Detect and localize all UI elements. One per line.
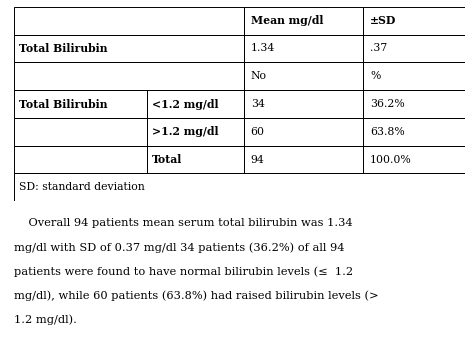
Bar: [244, 118, 363, 146]
Text: Total Bilirubin: Total Bilirubin: [18, 99, 107, 109]
Text: mg/dl), while 60 patients (63.8%) had raised bilirubin levels (>: mg/dl), while 60 patients (63.8%) had ra…: [14, 290, 379, 301]
Bar: [147, 146, 244, 174]
Bar: [14, 118, 147, 146]
Bar: [14, 90, 147, 118]
Text: Mean mg/dl: Mean mg/dl: [251, 15, 323, 26]
Text: mg/dl with SD of 0.37 mg/dl 34 patients (36.2%) of all 94: mg/dl with SD of 0.37 mg/dl 34 patients …: [14, 242, 345, 253]
Text: 34: 34: [251, 99, 264, 109]
Text: 60: 60: [251, 127, 264, 137]
Text: 1.2 mg/dl).: 1.2 mg/dl).: [14, 314, 77, 325]
Bar: [363, 146, 465, 174]
Text: 94: 94: [251, 154, 264, 165]
Text: 36.2%: 36.2%: [370, 99, 405, 109]
Bar: [14, 7, 244, 34]
Bar: [363, 62, 465, 90]
Bar: [14, 62, 244, 90]
Bar: [244, 7, 363, 34]
Text: Overall 94 patients mean serum total bilirubin was 1.34: Overall 94 patients mean serum total bil…: [14, 218, 353, 228]
Text: No: No: [251, 71, 267, 81]
Text: .37: .37: [370, 43, 387, 54]
Text: ±SD: ±SD: [370, 15, 396, 26]
Bar: [363, 90, 465, 118]
Bar: [244, 34, 363, 62]
Text: 1.34: 1.34: [251, 43, 275, 54]
Bar: [244, 62, 363, 90]
Bar: [147, 90, 244, 118]
Bar: [244, 146, 363, 174]
Text: <1.2 mg/dl: <1.2 mg/dl: [152, 99, 218, 109]
Bar: [14, 146, 147, 174]
Bar: [363, 118, 465, 146]
Bar: [14, 174, 465, 201]
Text: SD: standard deviation: SD: standard deviation: [18, 182, 145, 192]
Bar: [244, 90, 363, 118]
Text: Total: Total: [152, 154, 182, 165]
Text: 63.8%: 63.8%: [370, 127, 405, 137]
Text: patients were found to have normal bilirubin levels (≤  1.2: patients were found to have normal bilir…: [14, 266, 353, 277]
Text: Total Bilirubin: Total Bilirubin: [18, 43, 107, 54]
Text: 100.0%: 100.0%: [370, 154, 412, 165]
Bar: [363, 34, 465, 62]
Text: %: %: [370, 71, 380, 81]
Bar: [363, 7, 465, 34]
Bar: [14, 34, 244, 62]
Text: >1.2 mg/dl: >1.2 mg/dl: [152, 126, 218, 137]
Bar: [147, 118, 244, 146]
